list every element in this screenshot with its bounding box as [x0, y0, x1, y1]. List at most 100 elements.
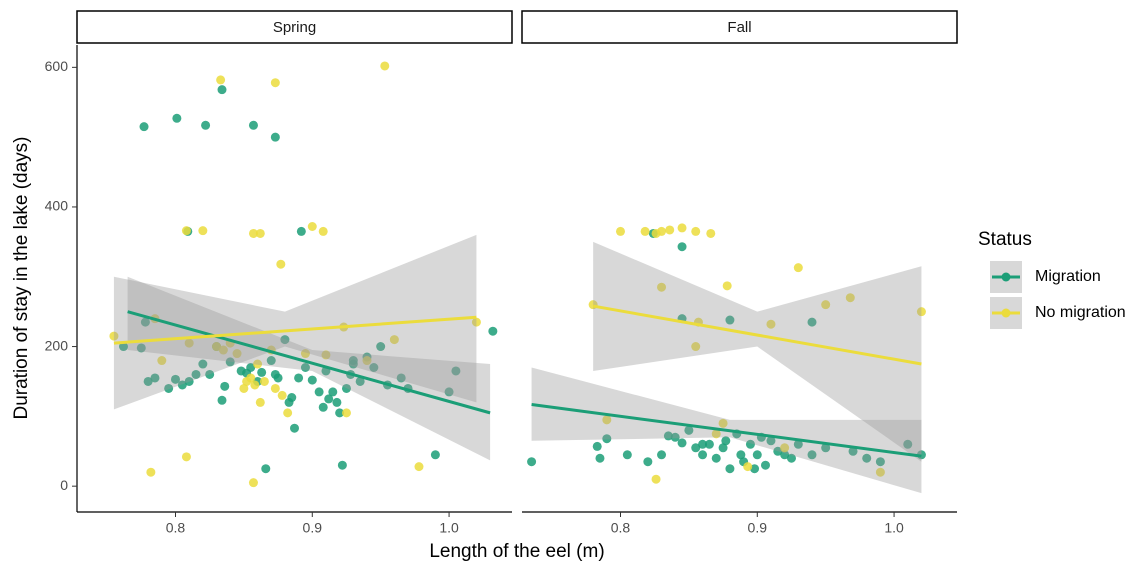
point	[259, 376, 269, 386]
point	[752, 450, 762, 460]
point	[622, 450, 632, 460]
point	[287, 393, 297, 403]
point	[201, 120, 211, 130]
point	[471, 317, 481, 327]
point	[592, 441, 602, 451]
point	[205, 369, 215, 379]
point	[276, 259, 286, 269]
point	[277, 390, 287, 400]
point	[220, 381, 230, 391]
point	[718, 418, 728, 428]
point	[677, 242, 687, 252]
x-tick-label: 0.9	[303, 520, 323, 536]
point	[341, 383, 351, 393]
point	[657, 226, 667, 236]
facet-title: Spring	[273, 19, 316, 36]
facet-strip	[521, 10, 958, 44]
point	[341, 408, 351, 418]
point	[677, 438, 687, 448]
point	[657, 450, 667, 460]
point	[704, 439, 714, 449]
y-tick-label: 0	[60, 477, 68, 493]
point	[318, 402, 328, 412]
point	[143, 376, 153, 386]
point	[232, 349, 242, 359]
point	[332, 397, 342, 407]
point	[216, 75, 226, 85]
point	[248, 120, 258, 130]
point	[136, 343, 146, 353]
point	[725, 315, 735, 325]
point	[146, 467, 156, 477]
point	[862, 453, 872, 463]
legend-label: No migration	[1035, 304, 1126, 321]
point	[651, 474, 661, 484]
facet-title: Fall	[727, 19, 751, 36]
point	[139, 122, 149, 132]
point	[266, 356, 276, 366]
trend-line	[127, 310, 491, 415]
point	[255, 228, 265, 238]
point	[255, 397, 265, 407]
point	[766, 436, 776, 446]
point	[198, 359, 208, 369]
y-tick-label: 600	[45, 58, 69, 74]
point	[184, 338, 194, 348]
legend-key-point	[1001, 308, 1011, 318]
point	[722, 281, 732, 291]
point	[640, 226, 650, 236]
point	[665, 225, 675, 235]
point	[698, 439, 708, 449]
point	[786, 453, 796, 463]
point	[283, 408, 293, 418]
point	[677, 223, 687, 233]
point	[257, 367, 267, 377]
point	[218, 345, 228, 355]
point	[821, 300, 831, 310]
point	[389, 335, 399, 345]
point	[170, 374, 180, 384]
point	[793, 439, 803, 449]
point	[270, 383, 280, 393]
point	[718, 443, 728, 453]
point	[615, 226, 625, 236]
facet-strip	[76, 10, 513, 44]
point	[109, 331, 119, 341]
point	[691, 226, 701, 236]
point	[684, 425, 694, 435]
point	[602, 415, 612, 425]
point	[451, 366, 461, 376]
confidence-band	[593, 241, 922, 462]
point	[314, 387, 324, 397]
y-tick-label: 400	[45, 198, 69, 214]
legend-key-point	[1001, 272, 1011, 282]
point	[253, 359, 263, 369]
point	[172, 113, 182, 123]
point	[602, 434, 612, 444]
point	[217, 395, 227, 405]
point	[198, 226, 208, 236]
point	[430, 450, 440, 460]
point	[273, 373, 283, 383]
point	[691, 342, 701, 352]
point	[217, 85, 227, 95]
trend-line	[531, 403, 922, 458]
point	[711, 429, 721, 439]
point	[721, 436, 731, 446]
point	[300, 349, 310, 359]
point	[821, 443, 831, 453]
y-axis-title: Duration of stay in the lake (days)	[11, 136, 32, 419]
point	[780, 443, 790, 453]
point	[225, 357, 235, 367]
point	[916, 307, 926, 317]
point	[807, 450, 817, 460]
y-tick-label: 200	[45, 337, 69, 353]
point	[140, 317, 150, 327]
point	[362, 356, 372, 366]
point	[270, 132, 280, 142]
x-tick-label: 0.8	[611, 520, 631, 536]
trend-line	[592, 304, 922, 366]
point	[212, 342, 222, 352]
point	[191, 369, 201, 379]
